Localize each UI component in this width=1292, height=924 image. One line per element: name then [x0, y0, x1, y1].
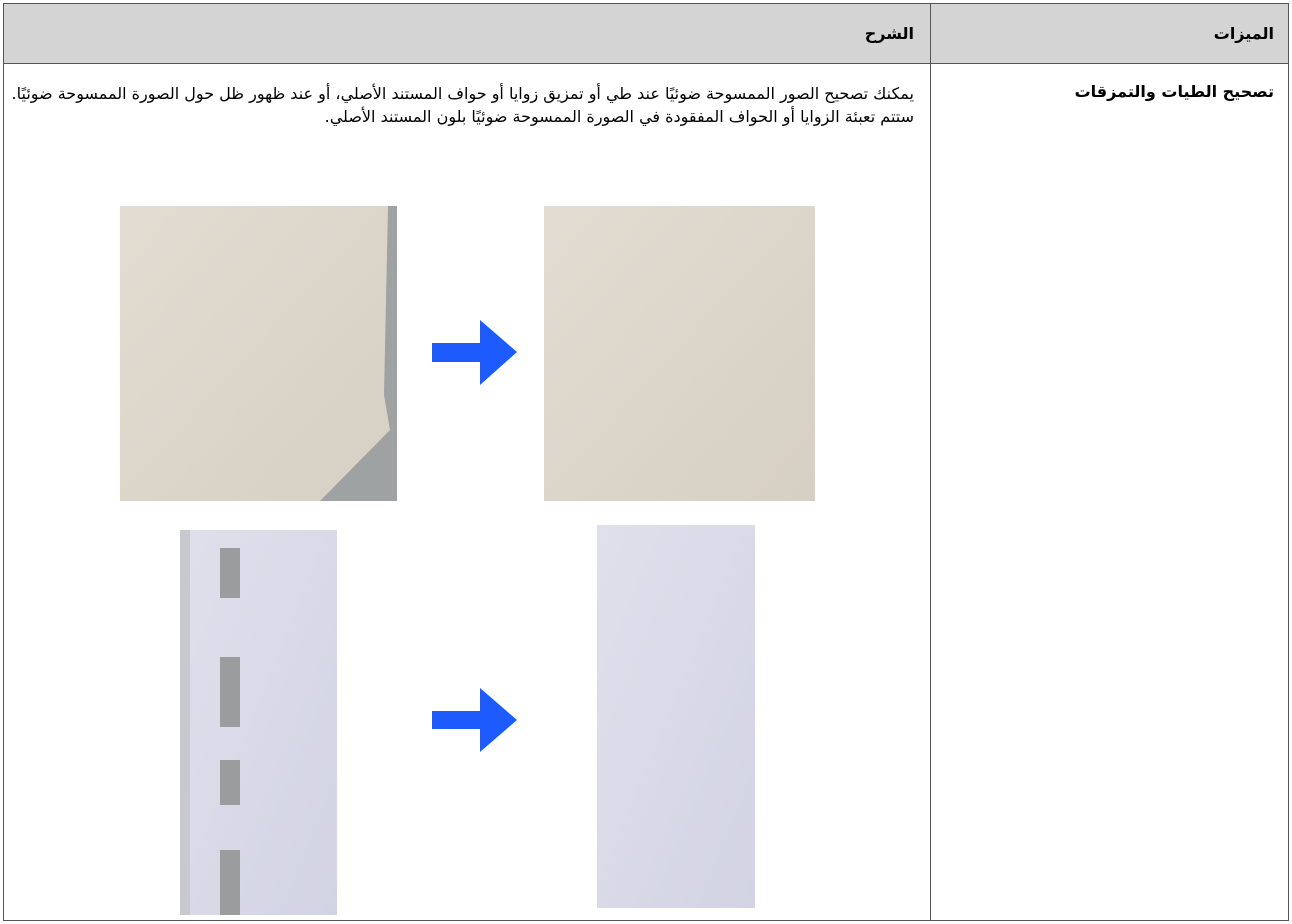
after-image-1: [544, 206, 815, 501]
feature-name: تصحيح الطيات والتمزقات: [1074, 82, 1274, 101]
column-divider: [930, 4, 931, 920]
after-image-2: [597, 525, 755, 908]
arrow: [432, 688, 517, 752]
arrow: [432, 320, 517, 385]
before-image-2: [180, 530, 337, 915]
before-image-1: [120, 206, 397, 501]
header-row: [4, 4, 1288, 64]
header-cell: الميزات: [1213, 24, 1274, 43]
table: الميزات الشرح تصحيح الطيات والتمزقات يمك…: [3, 3, 1289, 921]
header-cell: الشرح: [864, 24, 914, 43]
feature-description: يمكنك تصحيح الصور الممسوحة ضوئيًا عند طي…: [11, 84, 914, 126]
